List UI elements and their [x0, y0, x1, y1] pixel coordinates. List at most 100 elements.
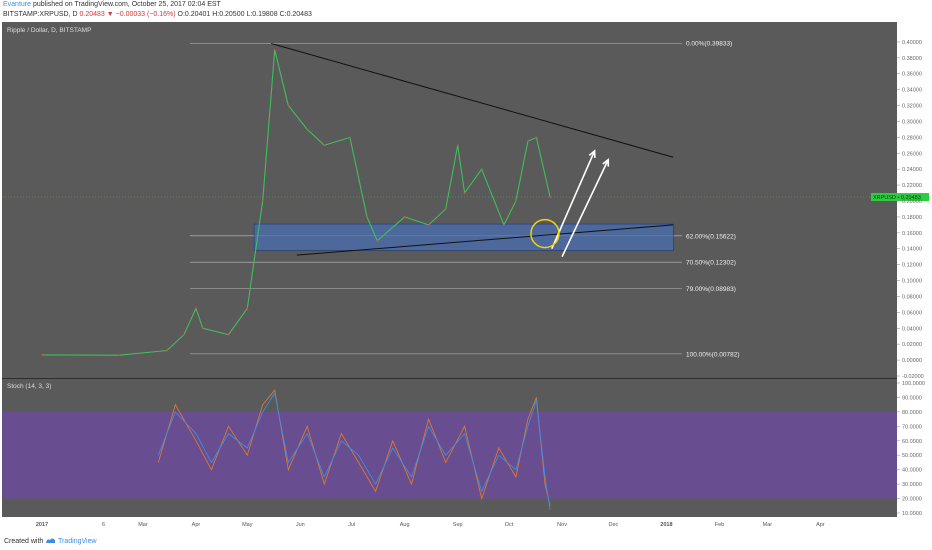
breakout-circle[interactable] [530, 218, 560, 249]
price-axis-label: 0.14000 [902, 247, 922, 253]
price-point [349, 136, 351, 139]
triangle-lower-line[interactable] [296, 224, 674, 256]
time-axis-label: Sep [453, 522, 463, 528]
price-point [456, 144, 459, 147]
price-point [165, 349, 168, 352]
fib-level-label: 100.00%(0.00782) [686, 351, 740, 358]
stoch-axis-label: 60.0000 [902, 439, 922, 445]
stoch-d-line[interactable] [157, 391, 551, 511]
time-axis-label: Mar [138, 522, 148, 528]
tradingview-logo-icon [46, 538, 55, 543]
fib-level-label: 79.00%(0.08983) [686, 286, 736, 293]
price-axis-label: 0.34000 [902, 88, 922, 94]
price-axis-label: 0.30000 [902, 119, 922, 125]
projection-arrow[interactable] [561, 159, 609, 258]
chart-title: Ripple / Dollar, D, BITSTAMP [7, 27, 91, 34]
price-change: ▼ −0.00033 (−0.16%) [106, 11, 176, 18]
price-point [195, 307, 197, 310]
support-zone[interactable] [253, 223, 674, 251]
price-point [376, 239, 379, 242]
ohlc-readout: BITSTAMP:XRPUSD, D 0.20483 ▼ −0.00033 (−… [3, 11, 312, 18]
time-axis-label: 6 [102, 522, 105, 528]
fib-level-label: 0.00%(0.39833) [686, 41, 732, 48]
last-price: 0.20483 [79, 11, 105, 18]
price-tag-label: XRPUSD • 0.20483 [873, 195, 921, 201]
fib-level-label: 70.50%(0.12302) [686, 260, 736, 267]
price-point [287, 104, 290, 107]
footer: Created with TradingView [0, 533, 932, 550]
price-point [323, 144, 326, 147]
price-axis-label: 0.04000 [902, 326, 922, 332]
stoch-k-line[interactable] [157, 389, 551, 506]
price-point [444, 208, 447, 210]
main-pane[interactable] [2, 22, 897, 378]
stoch-axis-label: 100.0000 [902, 381, 925, 387]
price-axis-label: 0.32000 [902, 104, 922, 110]
price-point [41, 354, 43, 356]
price-axis-label: 0.06000 [902, 310, 922, 316]
time-axis-label: Oct [505, 522, 514, 528]
chart-canvas[interactable]: 0.00%(0.39833) 62.00%(0.15622) 70.50%(0.12… [0, 22, 932, 533]
stoch-title: Stoch (14, 3, 3) [7, 383, 51, 390]
symbol-label: BITSTAMP:XRPUSD, D [3, 11, 78, 18]
tradingview-brand[interactable]: TradingView [58, 538, 97, 545]
price-axis-label: 0.26000 [902, 151, 922, 157]
price-axis-label: 0.28000 [902, 135, 922, 141]
price-axis-label: 0.16000 [902, 231, 922, 237]
fib-level-label: 62.00%(0.15622) [686, 233, 736, 240]
arrow-head-icon [588, 149, 596, 158]
price-axis-label: 0.12000 [902, 263, 922, 269]
price-point [183, 333, 185, 336]
author-link[interactable]: Evanture [3, 1, 32, 8]
price-axis-label: 0.08000 [902, 294, 922, 300]
time-axis-label: 2018 [660, 522, 672, 528]
time-axis-label: May [242, 522, 253, 528]
stoch-axis-label: 70.0000 [902, 424, 922, 430]
price-point [227, 333, 230, 336]
price-point [273, 48, 276, 51]
price-point [503, 223, 505, 226]
price-point [366, 216, 368, 218]
price-axis-label: 0.10000 [902, 279, 922, 285]
time-axis-label: Jul [348, 522, 355, 528]
price-point [118, 354, 120, 357]
price-axis-label: 0.18000 [902, 215, 922, 221]
publish-text: published on TradingView.com, October 25… [32, 1, 221, 8]
stoch-axis-label: 10.0000 [902, 511, 922, 517]
high-value: H:0.20500 [212, 11, 245, 18]
created-with-text: Created with [4, 538, 44, 545]
price-axis-label: 0.36000 [902, 72, 922, 78]
time-axis-label: Dec [608, 522, 618, 528]
time-axis-label: Nov [557, 522, 567, 528]
price-axis-label: 0.22000 [902, 183, 922, 189]
price-point [403, 216, 406, 218]
price-point [535, 136, 538, 139]
price-point [427, 223, 430, 226]
price-point [463, 192, 466, 194]
stoch-axis-label: 50.0000 [902, 453, 922, 459]
price-point [514, 200, 517, 202]
price-axis-label: 0.20000 [902, 199, 922, 205]
stoch-axis-label: 40.0000 [902, 468, 922, 474]
price-point [480, 168, 483, 171]
price-point [306, 128, 309, 131]
time-axis-label: Jun [296, 522, 305, 528]
price-point [549, 196, 551, 198]
arrow-head-icon [602, 157, 610, 167]
time-axis-label: Apr [192, 522, 201, 528]
time-axis-label: Aug [400, 522, 410, 528]
price-point [526, 140, 529, 143]
time-axis-label: Apr [816, 522, 825, 528]
time-axis-label: Mar [763, 522, 773, 528]
price-axis-label: 0.38000 [902, 56, 922, 62]
chart-header: Evanture published on TradingView.com, O… [0, 0, 932, 22]
triangle-upper-line[interactable] [271, 43, 674, 158]
price-axis-label: -0.02000 [902, 374, 924, 380]
close-value: C:0.20483 [279, 11, 312, 18]
price-tag-bg [871, 193, 929, 202]
time-axis-label: 2017 [36, 522, 48, 528]
price-point [261, 200, 264, 202]
price-axis-label: 0.02000 [902, 342, 922, 348]
price-axis-label: 0.00000 [902, 358, 922, 364]
open-value: O:0.20401 [177, 11, 211, 18]
